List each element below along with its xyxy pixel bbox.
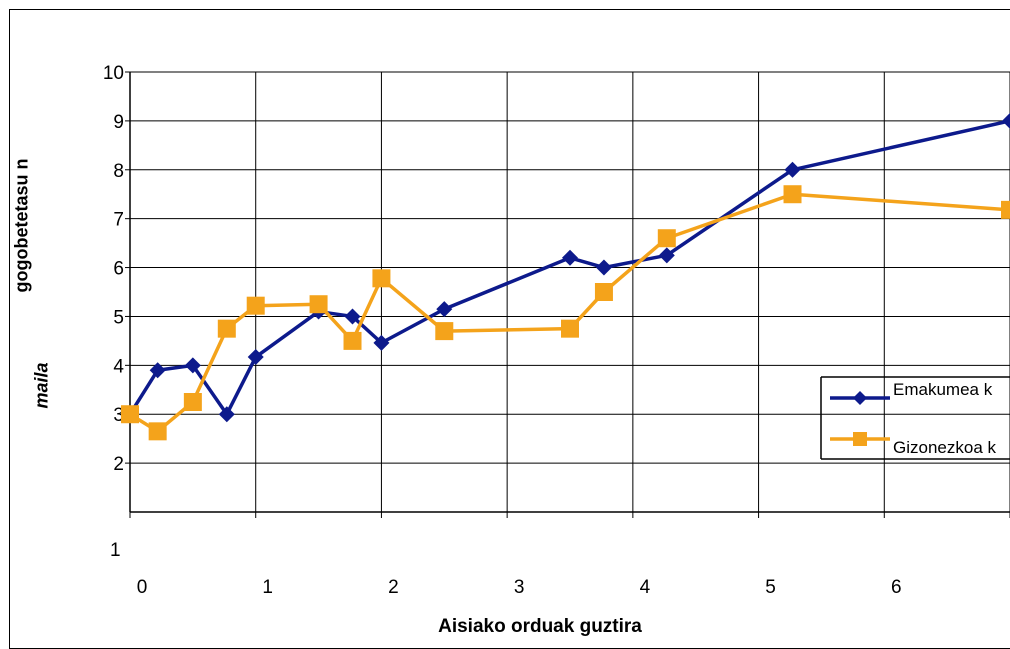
data-point-square	[148, 422, 167, 441]
data-point-square	[309, 295, 328, 314]
y-tick-label: 4	[113, 356, 124, 377]
x-tick-label: 1	[262, 577, 273, 598]
legend-marker-gizonezkoak	[853, 432, 867, 446]
y-axis-title-line2: maila	[31, 362, 52, 409]
data-point-diamond	[344, 308, 361, 325]
data-point-square	[217, 319, 236, 338]
data-point-diamond	[1002, 112, 1010, 129]
data-point-diamond	[149, 362, 166, 379]
data-point-diamond	[247, 349, 264, 366]
x-tick-label: 2	[388, 577, 399, 598]
data-point-square	[657, 229, 676, 248]
y-tick-label: 9	[113, 112, 124, 133]
legend: Emakumea k Gizonezkoa k	[821, 377, 1010, 459]
series-line-1	[129, 192, 1010, 434]
data-point-square	[372, 269, 391, 288]
data-point-diamond	[436, 301, 453, 318]
data-point-diamond	[562, 249, 578, 266]
x-tick-label: 0	[137, 577, 148, 598]
x-axis-title: Aisiako orduak guztira	[438, 616, 642, 637]
data-point-square	[783, 185, 802, 204]
legend-marker-emakumeak	[853, 391, 867, 405]
data-point-square	[1001, 200, 1010, 219]
data-point-square	[343, 331, 362, 350]
data-point-square	[561, 319, 579, 338]
series-line-0	[128, 119, 1010, 416]
data-point-diamond	[595, 259, 612, 276]
y-tick-label: 6	[113, 259, 124, 280]
data-point-square	[183, 393, 202, 411]
x-tick-label: 5	[765, 577, 776, 598]
legend-label-emakumeak: Emakumea k	[893, 380, 993, 399]
y-tick-label: 8	[113, 161, 124, 182]
y-tick-label: 5	[113, 307, 124, 328]
data-point-diamond	[373, 334, 390, 351]
y-tick-label: 2	[113, 454, 124, 475]
legend-label-gizonezkoak: Gizonezkoa k	[893, 438, 996, 457]
y-tick-label: 1	[110, 540, 121, 561]
y-axis-title-line1: gogobetetasu n	[11, 158, 32, 293]
data-point-diamond	[184, 357, 201, 374]
y-tick-label: 10	[103, 63, 124, 84]
y-tick-label: 7	[113, 210, 124, 231]
data-point-square	[246, 296, 265, 315]
data-point-square	[594, 283, 613, 301]
y-tick-label: 3	[113, 405, 124, 426]
data-point-diamond	[218, 406, 235, 423]
data-point-diamond	[784, 161, 801, 178]
x-tick-label: 3	[514, 577, 525, 598]
x-tick-label: 4	[640, 577, 651, 598]
data-point-square	[121, 405, 139, 424]
data-point-diamond	[658, 247, 675, 264]
data-point-square	[435, 322, 454, 341]
x-tick-label: 6	[891, 577, 902, 598]
